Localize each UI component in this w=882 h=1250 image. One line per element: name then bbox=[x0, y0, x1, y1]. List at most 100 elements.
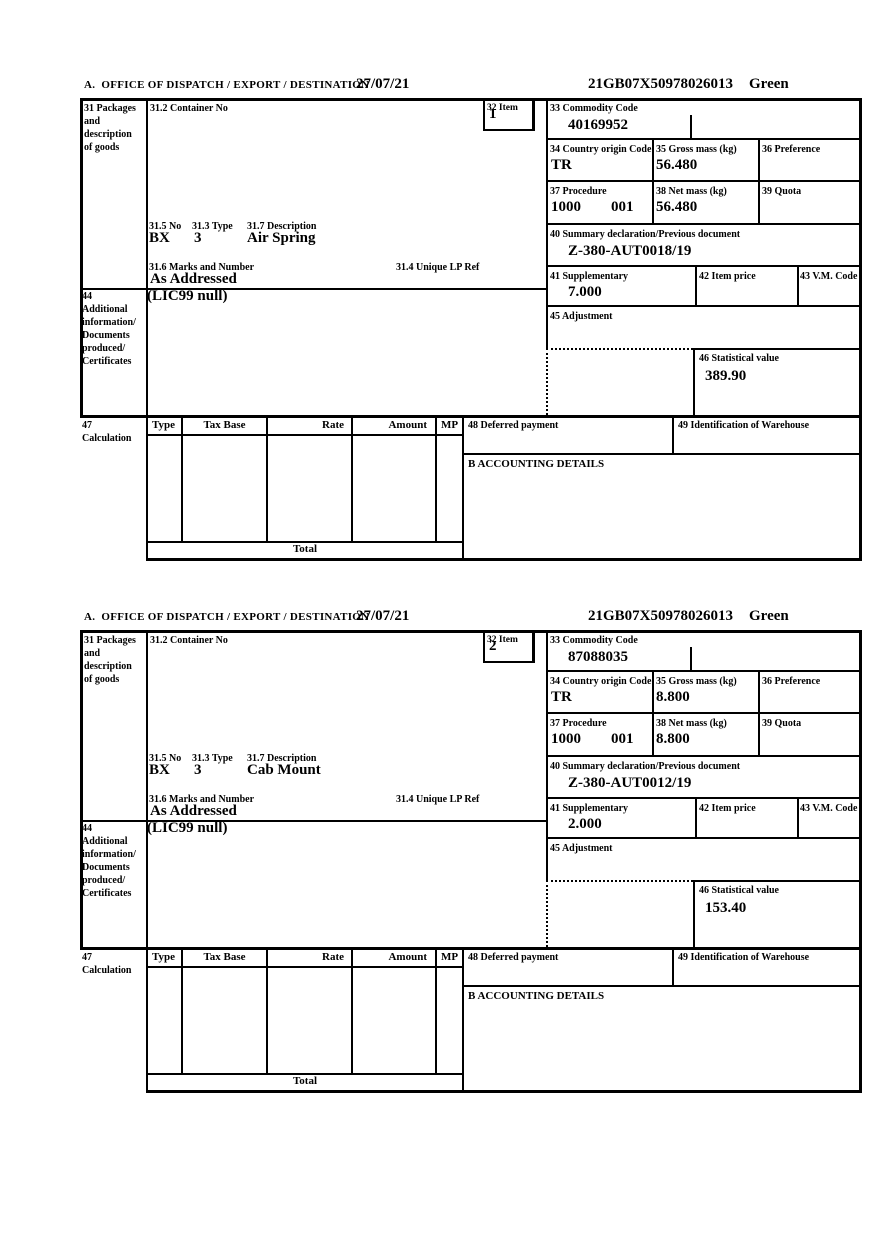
col-header-mp: MP bbox=[440, 951, 459, 963]
box43-vm-code-box bbox=[797, 267, 859, 307]
box36-preference-box bbox=[758, 140, 859, 182]
goods-description-value: Cab Mount bbox=[247, 762, 321, 778]
box46-label: 46 Statistical value bbox=[699, 885, 779, 896]
box33-label: 33 Commodity Code bbox=[550, 103, 638, 114]
box31-2-container-label: 31.2 Container No bbox=[150, 103, 228, 114]
border-line bbox=[672, 947, 674, 987]
box47-label: 47 Calculation bbox=[82, 420, 132, 444]
box46-statistical-box bbox=[693, 348, 859, 415]
box39-label: 39 Quota bbox=[762, 186, 802, 197]
border-line bbox=[146, 1090, 862, 1093]
box35-label: 35 Gross mass (kg) bbox=[656, 144, 737, 155]
col-header-type: Type bbox=[151, 951, 176, 963]
item-number-value: 1 bbox=[489, 106, 497, 122]
box37-label: 37 Procedure bbox=[550, 186, 607, 197]
accounting-details-label: B ACCOUNTING DETAILS bbox=[468, 458, 605, 470]
box34-origin-box bbox=[546, 672, 652, 714]
border-line bbox=[462, 947, 464, 1090]
box36-preference-box bbox=[758, 672, 859, 714]
box42-label: 42 Item price bbox=[699, 271, 756, 282]
box31-3-label: 31.3 Type bbox=[192, 221, 233, 232]
box40-label: 40 Summary declaration/Previous document bbox=[550, 229, 741, 240]
border-line bbox=[146, 415, 148, 561]
goods-description-value: Air Spring bbox=[247, 230, 316, 246]
box31-5-label: 31.5 No bbox=[149, 221, 182, 232]
box45-adjustment-label: 45 Adjustment bbox=[550, 843, 613, 854]
box40-previous-doc-box bbox=[546, 225, 859, 267]
box41-label: 41 Supplementary bbox=[550, 803, 629, 814]
border-line bbox=[146, 630, 148, 950]
additional-info-value: (LIC99 null) bbox=[147, 820, 228, 836]
border-line bbox=[462, 415, 464, 558]
box31-packages-label: 31 Packages and description of goods bbox=[84, 103, 136, 153]
box42-item-price-box bbox=[695, 267, 797, 307]
box35-gross-mass-box bbox=[652, 672, 758, 714]
box31-6-label: 31.6 Marks and Number bbox=[149, 794, 255, 805]
marks-value: As Addressed bbox=[150, 803, 237, 819]
box48-deferred-label: 48 Deferred payment bbox=[468, 952, 559, 963]
border-line bbox=[80, 630, 862, 633]
box40-label: 40 Summary declaration/Previous document bbox=[550, 761, 741, 772]
box37-label: 37 Procedure bbox=[550, 718, 607, 729]
box33-commodity-box bbox=[546, 633, 859, 672]
border-line bbox=[266, 415, 268, 541]
border-line bbox=[146, 98, 148, 418]
border-line bbox=[181, 415, 183, 541]
box45-adjustment-label: 45 Adjustment bbox=[550, 311, 613, 322]
accounting-details-label: B ACCOUNTING DETAILS bbox=[468, 990, 605, 1002]
border-line bbox=[859, 947, 862, 1093]
box32-item-box bbox=[483, 101, 535, 131]
movement-reference: 21GB07X50978026013 Green bbox=[588, 608, 789, 625]
box39-quota-box bbox=[758, 714, 859, 757]
box33-label: 33 Commodity Code bbox=[550, 635, 638, 646]
statistical-value: 389.90 bbox=[705, 368, 747, 384]
statistical-value: 153.40 bbox=[705, 900, 747, 916]
net-mass-value: 8.800 bbox=[656, 731, 690, 747]
office-of-dispatch-header: A. OFFICE OF DISPATCH / EXPORT / DESTINA… bbox=[84, 79, 370, 91]
border-line bbox=[146, 947, 148, 1093]
box34-label: 34 Country origin Code bbox=[550, 676, 652, 687]
box46-label: 46 Statistical value bbox=[699, 353, 779, 364]
col-header-mp: MP bbox=[440, 419, 459, 431]
col-header-rate: Rate bbox=[322, 951, 344, 963]
dispatch-date: 27/07/21 bbox=[356, 608, 410, 624]
total-label: Total bbox=[292, 543, 318, 555]
statistical-dotted-box bbox=[546, 348, 693, 415]
previous-document-value: Z-380-AUT0018/19 bbox=[568, 243, 692, 259]
border-line bbox=[146, 541, 464, 543]
package-no-value: BX bbox=[149, 230, 170, 246]
box42-label: 42 Item price bbox=[699, 803, 756, 814]
border-line bbox=[80, 415, 862, 418]
border-line bbox=[266, 947, 268, 1073]
box41-label: 41 Supplementary bbox=[550, 271, 629, 282]
dispatch-date: 27/07/21 bbox=[356, 76, 410, 92]
box35-gross-mass-box bbox=[652, 140, 758, 182]
box49-warehouse-label: 49 Identification of Warehouse bbox=[678, 952, 810, 963]
commodity-code-value: 87088035 bbox=[568, 649, 628, 665]
box38-label: 38 Net mass (kg) bbox=[656, 718, 727, 729]
movement-reference: 21GB07X50978026013 Green bbox=[588, 76, 789, 93]
col-header-rate: Rate bbox=[322, 419, 344, 431]
country-origin-value: TR bbox=[551, 157, 572, 173]
border-line bbox=[435, 415, 437, 541]
border-line bbox=[80, 630, 83, 950]
box38-net-mass-box bbox=[652, 714, 758, 757]
gross-mass-value: 56.480 bbox=[656, 157, 698, 173]
box31-7-label: 31.7 Description bbox=[247, 221, 317, 232]
statistical-dotted-box bbox=[546, 880, 693, 947]
box41-supplementary-box bbox=[546, 799, 695, 839]
box31-2-container-label: 31.2 Container No bbox=[150, 635, 228, 646]
box31-3-label: 31.3 Type bbox=[192, 753, 233, 764]
border-line bbox=[351, 947, 353, 1073]
supplementary-value: 2.000 bbox=[568, 816, 602, 832]
sad-item-section: A. OFFICE OF DISPATCH / EXPORT / DESTINA… bbox=[0, 75, 882, 567]
border-line bbox=[80, 947, 862, 950]
border-line bbox=[672, 415, 674, 455]
routing-status: Green bbox=[749, 76, 789, 92]
commodity-code-divider bbox=[690, 115, 692, 140]
package-no-value: BX bbox=[149, 762, 170, 778]
border-line bbox=[146, 1073, 464, 1075]
box34-label: 34 Country origin Code bbox=[550, 144, 652, 155]
additional-info-value: (LIC99 null) bbox=[147, 288, 228, 304]
box35-label: 35 Gross mass (kg) bbox=[656, 676, 737, 687]
